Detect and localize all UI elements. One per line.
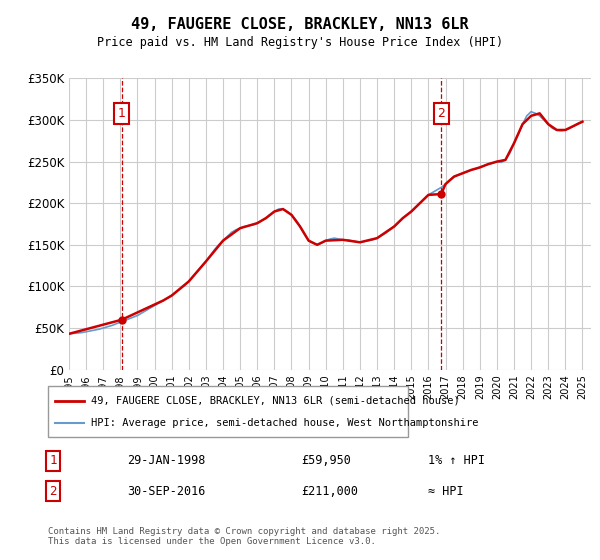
Text: 30-SEP-2016: 30-SEP-2016 [127, 484, 206, 498]
Text: 49, FAUGERE CLOSE, BRACKLEY, NN13 6LR (semi-detached house): 49, FAUGERE CLOSE, BRACKLEY, NN13 6LR (s… [91, 395, 460, 405]
Text: ≈ HPI: ≈ HPI [428, 484, 464, 498]
Text: HPI: Average price, semi-detached house, West Northamptonshire: HPI: Average price, semi-detached house,… [91, 418, 479, 428]
Text: 1: 1 [118, 107, 125, 120]
Text: 2: 2 [50, 484, 57, 498]
FancyBboxPatch shape [48, 386, 408, 437]
Text: 29-JAN-1998: 29-JAN-1998 [127, 454, 206, 468]
Text: 1: 1 [50, 454, 57, 468]
Text: Price paid vs. HM Land Registry's House Price Index (HPI): Price paid vs. HM Land Registry's House … [97, 36, 503, 49]
Text: 1% ↑ HPI: 1% ↑ HPI [428, 454, 485, 468]
Text: 2: 2 [437, 107, 445, 120]
Text: Contains HM Land Registry data © Crown copyright and database right 2025.
This d: Contains HM Land Registry data © Crown c… [48, 526, 440, 546]
Text: £211,000: £211,000 [301, 484, 358, 498]
Text: £59,950: £59,950 [301, 454, 352, 468]
Text: 49, FAUGERE CLOSE, BRACKLEY, NN13 6LR: 49, FAUGERE CLOSE, BRACKLEY, NN13 6LR [131, 17, 469, 32]
